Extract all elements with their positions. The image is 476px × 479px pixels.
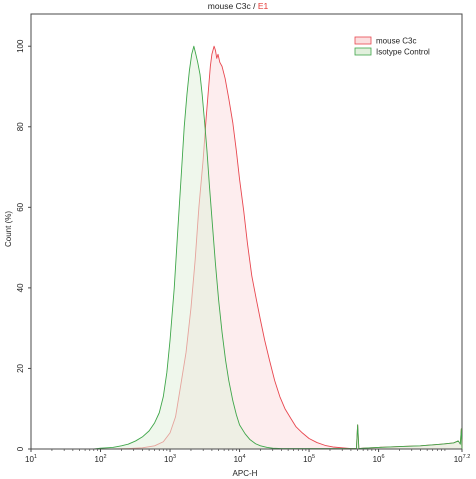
x-tick-label: 105 [303, 454, 315, 464]
chart-title-gate: E1 [258, 1, 269, 11]
series-1 [31, 45, 463, 450]
x-tick-label: 104 [234, 454, 246, 464]
y-tick-label: 0 [16, 446, 25, 451]
series-area-0 [31, 46, 462, 449]
y-tick-label: 100 [16, 39, 25, 53]
x-tick-label: 102 [95, 454, 107, 464]
x-axis-label: APC-H [233, 469, 258, 478]
x-tick-label: 101 [25, 454, 37, 464]
legend-swatch [354, 36, 372, 45]
series-line-1 [31, 45, 463, 450]
legend-label: mouse C3c [376, 37, 416, 46]
y-tick-label: 40 [16, 283, 25, 292]
y-tick-label: 80 [16, 122, 25, 131]
legend: mouse C3c Isotype Control [354, 36, 430, 57]
y-tick-label: 20 [16, 363, 25, 372]
x-tick-label: 107.2 [454, 454, 471, 464]
chart-title: mouse C3c / E1 [208, 1, 269, 11]
chart-title-main: mouse C3c / [208, 1, 258, 11]
legend-label: Isotype Control [376, 48, 430, 57]
y-axis-label: Count (%) [4, 211, 13, 247]
y-tick-label: 60 [16, 202, 25, 211]
x-tick-label: 103 [164, 454, 176, 464]
legend-swatch [354, 47, 372, 56]
x-tick-label: 106 [373, 454, 385, 464]
